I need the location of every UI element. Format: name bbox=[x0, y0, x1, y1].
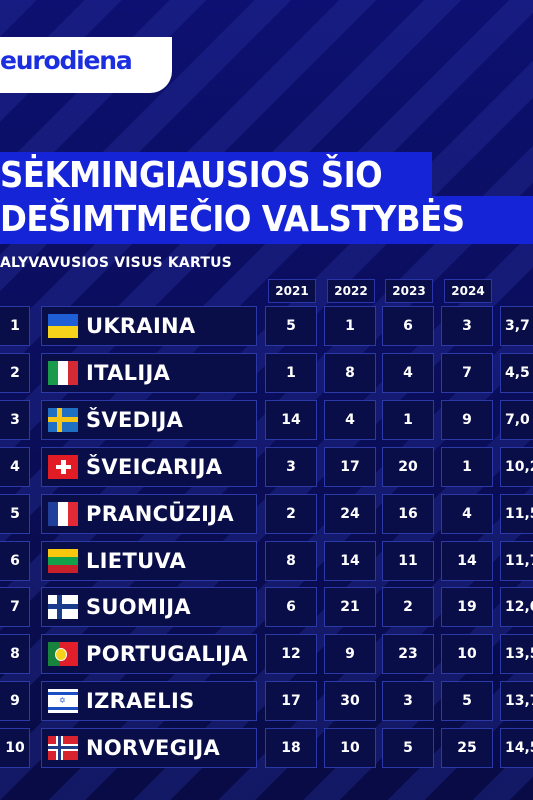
rank-cell: 10 bbox=[0, 728, 30, 768]
italy-flag-icon bbox=[48, 361, 78, 385]
place-cell-2024: 25 bbox=[441, 728, 493, 768]
lithuania-flag-icon bbox=[48, 549, 78, 573]
country-cell: ŠVEDIJA bbox=[41, 400, 257, 440]
place-cell-2022: 30 bbox=[324, 681, 376, 721]
france-flag-icon bbox=[48, 502, 78, 526]
country-name: ŠVEICARIJA bbox=[86, 455, 223, 479]
place-cell-2021: 3 bbox=[265, 447, 317, 487]
place-cell-2021: 6 bbox=[265, 587, 317, 627]
finland-flag-icon bbox=[48, 595, 78, 619]
page-title-line-1: SĖKMINGIAUSIOS ŠIO bbox=[0, 152, 432, 200]
country-cell: ŠVEICARIJA bbox=[41, 447, 257, 487]
rank-cell: 7 bbox=[0, 587, 30, 627]
place-cell-2021: 18 bbox=[265, 728, 317, 768]
country-name: PRANCŪZIJA bbox=[86, 502, 234, 526]
place-cell-2022: 21 bbox=[324, 587, 376, 627]
place-cell-2021: 2 bbox=[265, 494, 317, 534]
average-cell: 14,5 bbox=[500, 728, 533, 768]
place-cell-2022: 14 bbox=[324, 541, 376, 581]
place-cell-2022: 17 bbox=[324, 447, 376, 487]
norway-flag-icon bbox=[48, 736, 78, 760]
average-cell: 7,0 bbox=[500, 400, 533, 440]
rank-cell: 2 bbox=[0, 353, 30, 393]
place-cell-2024: 9 bbox=[441, 400, 493, 440]
country-name: ITALIJA bbox=[86, 361, 171, 385]
place-cell-2021: 17 bbox=[265, 681, 317, 721]
average-cell: 10,2 bbox=[500, 447, 533, 487]
place-cell-2023: 16 bbox=[382, 494, 434, 534]
page-title-line-2: DEŠIMTMEČIO VALSTYBĖS bbox=[0, 196, 533, 244]
place-cell-2023: 11 bbox=[382, 541, 434, 581]
place-cell-2021: 12 bbox=[265, 634, 317, 674]
place-cell-2022: 4 bbox=[324, 400, 376, 440]
place-cell-2023: 1 bbox=[382, 400, 434, 440]
country-name: SUOMIJA bbox=[86, 595, 191, 619]
column-header-2021: 2021 bbox=[268, 279, 316, 303]
place-cell-2023: 5 bbox=[382, 728, 434, 768]
column-header-2023: 2023 bbox=[385, 279, 433, 303]
rank-cell: 9 bbox=[0, 681, 30, 721]
place-cell-2021: 8 bbox=[265, 541, 317, 581]
place-cell-2024: 7 bbox=[441, 353, 493, 393]
rank-cell: 8 bbox=[0, 634, 30, 674]
average-cell: 13,7 bbox=[500, 681, 533, 721]
place-cell-2021: 5 bbox=[265, 306, 317, 346]
country-cell: PORTUGALIJA bbox=[41, 634, 257, 674]
country-cell: ITALIJA bbox=[41, 353, 257, 393]
place-cell-2021: 14 bbox=[265, 400, 317, 440]
israel-flag-icon: ✡ bbox=[48, 689, 78, 713]
place-cell-2024: 5 bbox=[441, 681, 493, 721]
place-cell-2024: 3 bbox=[441, 306, 493, 346]
ukraine-flag-icon bbox=[48, 314, 78, 338]
column-header-2022: 2022 bbox=[327, 279, 375, 303]
rank-cell: 3 bbox=[0, 400, 30, 440]
place-cell-2023: 6 bbox=[382, 306, 434, 346]
country-cell: NORVEGIJA bbox=[41, 728, 257, 768]
place-cell-2024: 10 bbox=[441, 634, 493, 674]
country-cell: SUOMIJA bbox=[41, 587, 257, 627]
rank-cell: 5 bbox=[0, 494, 30, 534]
place-cell-2023: 23 bbox=[382, 634, 434, 674]
country-name: NORVEGIJA bbox=[86, 736, 221, 760]
place-cell-2024: 1 bbox=[441, 447, 493, 487]
switzerland-flag-icon bbox=[48, 455, 78, 479]
place-cell-2021: 1 bbox=[265, 353, 317, 393]
place-cell-2023: 20 bbox=[382, 447, 434, 487]
place-cell-2022: 9 bbox=[324, 634, 376, 674]
country-cell: PRANCŪZIJA bbox=[41, 494, 257, 534]
rank-cell: 4 bbox=[0, 447, 30, 487]
place-cell-2023: 4 bbox=[382, 353, 434, 393]
average-cell: 11,7 bbox=[500, 541, 533, 581]
place-cell-2024: 14 bbox=[441, 541, 493, 581]
country-name: PORTUGALIJA bbox=[86, 642, 248, 666]
place-cell-2022: 24 bbox=[324, 494, 376, 534]
logo-box bbox=[0, 37, 172, 93]
country-cell: LIETUVA bbox=[41, 541, 257, 581]
portugal-flag-icon bbox=[48, 642, 78, 666]
rank-cell: 1 bbox=[0, 306, 30, 346]
place-cell-2022: 1 bbox=[324, 306, 376, 346]
place-cell-2023: 2 bbox=[382, 587, 434, 627]
sweden-flag-icon bbox=[48, 408, 78, 432]
place-cell-2022: 8 bbox=[324, 353, 376, 393]
average-cell: 3,7 bbox=[500, 306, 533, 346]
average-cell: 11,5 bbox=[500, 494, 533, 534]
average-cell: 4,5 bbox=[500, 353, 533, 393]
brand-logo: eurodiena bbox=[0, 46, 133, 75]
country-cell: UKRAINA bbox=[41, 306, 257, 346]
country-name: UKRAINA bbox=[86, 314, 196, 338]
place-cell-2024: 19 bbox=[441, 587, 493, 627]
rank-cell: 6 bbox=[0, 541, 30, 581]
column-header-2024: 2024 bbox=[444, 279, 492, 303]
country-name: ŠVEDIJA bbox=[86, 408, 184, 432]
country-name: LIETUVA bbox=[86, 549, 187, 573]
place-cell-2022: 10 bbox=[324, 728, 376, 768]
country-name: IZRAELIS bbox=[86, 689, 195, 713]
average-cell: 13,5 bbox=[500, 634, 533, 674]
place-cell-2024: 4 bbox=[441, 494, 493, 534]
average-cell: 12,0 bbox=[500, 587, 533, 627]
place-cell-2023: 3 bbox=[382, 681, 434, 721]
subtitle: ALYVAVUSIOS VISUS KARTUS bbox=[0, 255, 232, 271]
country-cell: ✡ IZRAELIS bbox=[41, 681, 257, 721]
